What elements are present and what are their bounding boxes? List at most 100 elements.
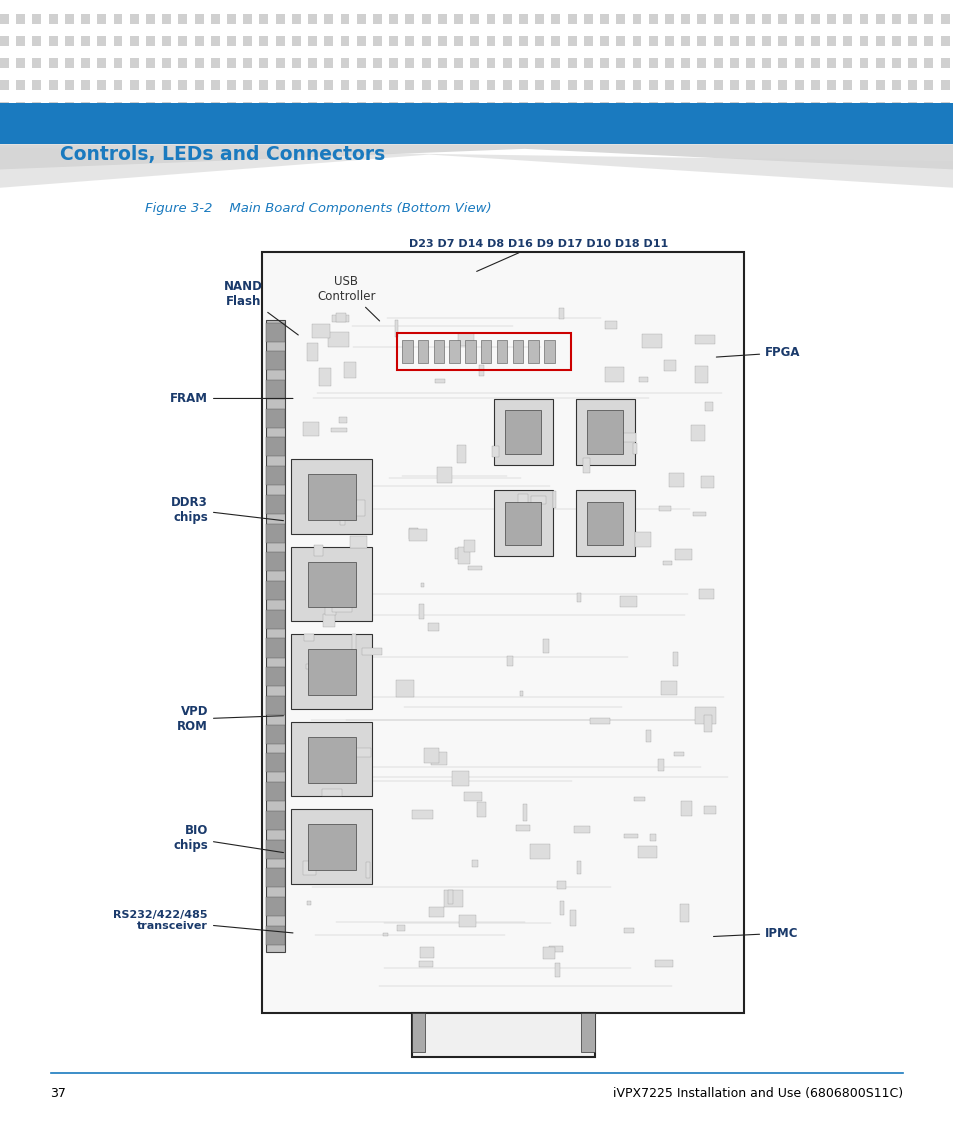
Bar bbox=[697, 80, 705, 90]
Bar bbox=[542, 947, 554, 958]
Bar bbox=[729, 14, 738, 24]
Bar bbox=[729, 35, 738, 46]
Bar bbox=[65, 35, 73, 46]
Bar bbox=[583, 35, 592, 46]
Bar bbox=[266, 466, 285, 485]
Bar bbox=[794, 58, 802, 69]
Bar bbox=[262, 252, 743, 1013]
Bar bbox=[178, 14, 187, 24]
Bar bbox=[340, 35, 349, 46]
Bar bbox=[130, 58, 138, 69]
Bar bbox=[528, 340, 538, 363]
Bar bbox=[266, 782, 285, 802]
Bar bbox=[470, 35, 478, 46]
Bar bbox=[396, 925, 404, 931]
Bar bbox=[32, 35, 41, 46]
Bar bbox=[113, 102, 122, 112]
Bar bbox=[680, 58, 689, 69]
Bar bbox=[322, 614, 335, 626]
Bar bbox=[891, 14, 900, 24]
Bar bbox=[211, 80, 219, 90]
Bar bbox=[697, 35, 705, 46]
Bar bbox=[373, 102, 381, 112]
Bar bbox=[266, 725, 285, 744]
Bar bbox=[97, 35, 106, 46]
Bar bbox=[810, 58, 819, 69]
Bar bbox=[842, 102, 851, 112]
Text: USB
Controller: USB Controller bbox=[316, 275, 379, 321]
Bar bbox=[664, 102, 673, 112]
Bar bbox=[308, 80, 316, 90]
Bar bbox=[699, 589, 713, 599]
Bar bbox=[324, 80, 333, 90]
Bar bbox=[875, 80, 883, 90]
Bar bbox=[266, 897, 285, 916]
Bar bbox=[266, 495, 285, 514]
Bar bbox=[227, 35, 235, 46]
Bar bbox=[443, 891, 463, 907]
Bar bbox=[634, 797, 644, 802]
Bar bbox=[435, 379, 444, 382]
Bar bbox=[745, 35, 754, 46]
Bar bbox=[486, 102, 495, 112]
Bar bbox=[923, 58, 932, 69]
Text: DDR3
chips: DDR3 chips bbox=[171, 496, 283, 523]
Bar bbox=[583, 80, 592, 90]
Bar bbox=[457, 547, 470, 563]
Bar bbox=[65, 58, 73, 69]
Bar bbox=[16, 58, 25, 69]
Bar bbox=[456, 445, 465, 463]
Bar bbox=[32, 102, 41, 112]
Bar bbox=[373, 35, 381, 46]
Bar bbox=[113, 58, 122, 69]
Bar bbox=[535, 14, 543, 24]
Bar bbox=[616, 14, 624, 24]
Bar bbox=[778, 58, 786, 69]
Bar bbox=[940, 102, 948, 112]
Bar bbox=[162, 80, 171, 90]
Bar bbox=[907, 14, 916, 24]
Bar bbox=[502, 58, 511, 69]
Bar bbox=[655, 960, 672, 968]
Bar bbox=[211, 35, 219, 46]
Bar bbox=[680, 80, 689, 90]
Bar bbox=[599, 102, 608, 112]
Bar bbox=[356, 80, 365, 90]
Bar bbox=[332, 315, 349, 322]
Bar bbox=[401, 340, 412, 363]
Bar bbox=[352, 634, 355, 652]
Bar bbox=[535, 35, 543, 46]
Polygon shape bbox=[0, 148, 953, 188]
Bar bbox=[522, 804, 527, 821]
Bar bbox=[382, 933, 387, 937]
Bar bbox=[659, 506, 670, 512]
Bar bbox=[421, 14, 430, 24]
Bar bbox=[632, 443, 637, 453]
Bar bbox=[97, 102, 106, 112]
Bar bbox=[324, 35, 333, 46]
Bar bbox=[632, 80, 640, 90]
Bar bbox=[558, 308, 563, 319]
Bar bbox=[97, 14, 106, 24]
Bar bbox=[635, 532, 650, 547]
Text: Controls, LEDs and Connectors: Controls, LEDs and Connectors bbox=[60, 145, 385, 164]
Bar bbox=[697, 102, 705, 112]
Bar bbox=[421, 35, 430, 46]
Bar bbox=[632, 58, 640, 69]
Bar bbox=[535, 102, 543, 112]
Bar bbox=[65, 102, 73, 112]
Bar bbox=[674, 550, 691, 560]
Bar bbox=[518, 14, 527, 24]
Bar bbox=[243, 35, 252, 46]
Bar bbox=[0, 14, 9, 24]
Bar bbox=[660, 681, 677, 695]
Bar bbox=[275, 80, 284, 90]
Bar bbox=[641, 333, 661, 348]
Bar bbox=[842, 80, 851, 90]
Bar bbox=[713, 102, 721, 112]
Bar bbox=[32, 14, 41, 24]
Bar bbox=[586, 502, 622, 545]
Bar bbox=[940, 58, 948, 69]
Bar bbox=[680, 102, 689, 112]
Bar bbox=[420, 947, 434, 958]
